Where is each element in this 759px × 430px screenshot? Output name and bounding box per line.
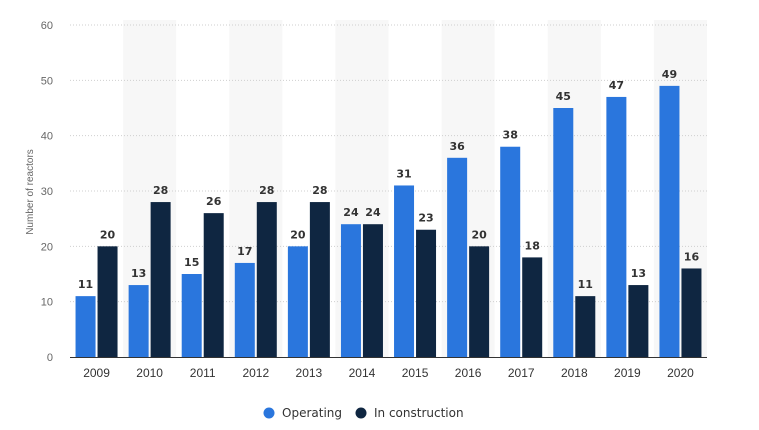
x-tick-2012: 2012: [242, 366, 269, 380]
x-tick-2015: 2015: [402, 366, 429, 380]
label-operating-2016: 36: [449, 140, 465, 153]
label-in-construction-2016: 20: [471, 228, 487, 241]
label-in-construction-2019: 13: [631, 267, 646, 280]
label-operating-2014: 24: [343, 206, 359, 219]
label-in-construction-2011: 26: [206, 195, 222, 208]
legend: Operating In construction: [263, 406, 464, 420]
bar-in-construction-2014[interactable]: [362, 224, 383, 357]
label-in-construction-2015: 23: [418, 212, 433, 225]
bar-operating-2015[interactable]: [394, 185, 415, 357]
label-operating-2018: 45: [556, 90, 571, 103]
bar-operating-2009[interactable]: [75, 296, 96, 357]
label-in-construction-2020: 16: [684, 250, 700, 263]
bar-operating-2014[interactable]: [340, 224, 361, 357]
data-labels: 11 20 13 28 15 26 17 28 20 28 24 24 31 23 36 20 38 18 45 11…: [78, 68, 700, 291]
bar-in-construction-2011[interactable]: [203, 213, 224, 357]
label-in-construction-2013: 28: [312, 184, 327, 197]
bar-operating-2020[interactable]: [659, 85, 680, 357]
x-tick-2013: 2013: [296, 366, 323, 380]
bar-operating-2019[interactable]: [606, 96, 627, 357]
bar-in-construction-2016[interactable]: [469, 246, 490, 357]
bar-in-construction-2012[interactable]: [256, 202, 277, 357]
x-axis-ticks: 2009 2010 2011 2012 2013 2014 2015 2016 2017 2018…: [83, 366, 694, 380]
gridlines: [70, 24, 707, 303]
label-operating-2009: 11: [78, 278, 93, 291]
label-operating-2011: 15: [184, 256, 199, 269]
x-tick-2018: 2018: [561, 366, 588, 380]
bar-in-construction-2020[interactable]: [681, 268, 702, 357]
x-tick-2014: 2014: [349, 366, 376, 380]
label-in-construction-2017: 18: [525, 239, 540, 252]
y-axis-ticks: 0 10 20 30 40 50 60: [41, 20, 53, 364]
label-operating-2010: 13: [131, 267, 146, 280]
label-operating-2015: 31: [396, 167, 411, 180]
bar-operating-2016[interactable]: [447, 157, 468, 357]
y-axis-label: Number of reactors: [25, 149, 36, 235]
bar-in-construction-2009[interactable]: [97, 246, 118, 357]
bar-in-construction-2018[interactable]: [575, 296, 596, 357]
bar-operating-2010[interactable]: [128, 285, 149, 357]
x-tick-2010: 2010: [136, 366, 163, 380]
bar-in-construction-2019[interactable]: [628, 285, 649, 357]
legend-operating-label: Operating: [282, 406, 342, 420]
x-tick-2020: 2020: [667, 366, 694, 380]
y-tick-20: 20: [41, 241, 53, 253]
label-operating-2012: 17: [237, 245, 252, 258]
bar-operating-2011[interactable]: [181, 274, 202, 357]
x-tick-2011: 2011: [190, 366, 216, 380]
bar-in-construction-2010[interactable]: [150, 202, 171, 357]
y-tick-10: 10: [41, 297, 53, 309]
x-tick-2017: 2017: [508, 366, 535, 380]
label-in-construction-2012: 28: [259, 184, 274, 197]
bars: [75, 85, 702, 357]
bar-operating-2013[interactable]: [287, 246, 308, 357]
x-tick-2016: 2016: [455, 366, 482, 380]
bar-in-construction-2015[interactable]: [416, 229, 437, 357]
x-tick-2019: 2019: [614, 366, 641, 380]
bar-operating-2012[interactable]: [234, 262, 255, 357]
label-in-construction-2014: 24: [365, 206, 381, 219]
y-tick-30: 30: [41, 186, 53, 198]
legend-in-construction-label: In construction: [374, 406, 464, 420]
bar-in-construction-2013[interactable]: [309, 202, 330, 357]
bar-in-construction-2017[interactable]: [522, 257, 543, 357]
legend-operating-swatch: [263, 407, 275, 419]
label-in-construction-2009: 20: [100, 228, 116, 241]
label-operating-2013: 20: [290, 228, 306, 241]
x-tick-2009: 2009: [83, 366, 110, 380]
y-tick-0: 0: [47, 352, 53, 364]
label-in-construction-2018: 11: [578, 278, 593, 291]
bar-operating-2017[interactable]: [500, 146, 521, 357]
bar-operating-2018[interactable]: [553, 108, 574, 357]
legend-item-operating[interactable]: Operating: [263, 406, 343, 420]
legend-item-in-construction[interactable]: In construction: [355, 406, 464, 420]
y-tick-50: 50: [41, 75, 53, 87]
label-operating-2020: 49: [662, 68, 677, 81]
label-in-construction-2010: 28: [153, 184, 168, 197]
y-tick-60: 60: [41, 20, 53, 32]
y-tick-40: 40: [41, 131, 53, 143]
legend-in-construction-swatch: [355, 407, 367, 419]
label-operating-2017: 38: [503, 129, 518, 142]
label-operating-2019: 47: [609, 79, 624, 92]
